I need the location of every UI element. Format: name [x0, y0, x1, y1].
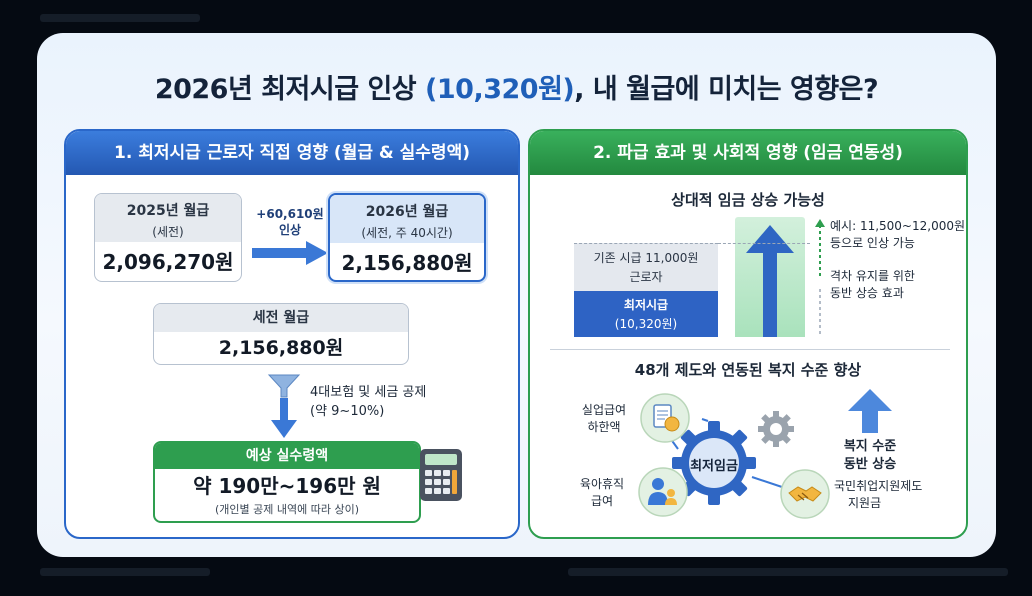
minimum-wage-bar: 최저시급 (10,320원) — [574, 291, 718, 337]
net-pay-note: (개인별 공제 내역에 따라 상이) — [214, 503, 359, 516]
gear-center-label: 최저임금 — [690, 459, 738, 474]
title-prefix: 2026년 최저시급 인상 — [154, 74, 426, 105]
existing-wage-line1: 기존 시급 11,000원 — [593, 251, 699, 265]
handshake-icon — [780, 469, 830, 519]
existing-wage-bar: 기존 시급 11,000원 근로자 — [574, 243, 718, 291]
wage-section-title: 상대적 임금 상승 가능성 — [671, 191, 825, 209]
down-arrow-icon — [271, 398, 297, 438]
increase-arrow-icon — [252, 241, 328, 265]
page-title: 2026년 최저시급 인상 (10,320원), 내 월급에 미치는 영향은? — [37, 67, 996, 106]
salary-2025-label: 2025년 월급 — [126, 203, 210, 219]
salary-2025-sub: (세전) — [152, 225, 184, 239]
infographic-card: 2026년 최저시급 인상 (10,320원), 내 월급에 미치는 영향은? … — [37, 33, 996, 557]
deduction-line2: (약 9~10%) — [310, 404, 385, 419]
up-arrow-icon — [746, 225, 794, 337]
welfare-rise-line1: 복지 수준 — [843, 439, 897, 454]
gross-salary-label: 세전 월급 — [154, 304, 408, 332]
gross-salary-box: 세전 월급 2,156,880원 — [153, 303, 409, 365]
range-arrow-icon — [815, 219, 825, 337]
gross-salary-value: 2,156,880원 — [218, 337, 344, 359]
salary-2025-box: 2025년 월급 (세전) 2,096,270원 — [94, 193, 242, 282]
welfare-up-arrow-icon — [848, 389, 892, 433]
parental-line1: 육아휴직 — [579, 477, 625, 491]
background-text — [40, 14, 200, 22]
section-divider — [550, 349, 950, 350]
welfare-rise-line2: 동반 상승 — [843, 457, 897, 472]
employment-line1: 국민취업지원제도 — [834, 479, 923, 493]
dashed-guide — [718, 243, 810, 244]
salary-2026-sub: (세전, 주 40시간) — [361, 226, 453, 240]
gap-line1: 격차 유지를 위한 — [830, 269, 915, 283]
deduction-line1: 4대보험 및 세금 공제 — [310, 385, 427, 400]
increase-amount: +60,610원 — [256, 207, 324, 221]
increase-label: 인상 — [278, 223, 302, 237]
direct-impact-panel: 1. 최저시급 근로자 직접 영향 (월급 & 실수령액) 2025년 월급 (… — [64, 129, 520, 539]
ripple-effect-panel: 2. 파급 효과 및 사회적 영향 (임금 연동성) 상대적 임금 상승 가능성… — [528, 129, 968, 539]
ripple-effect-header: 2. 파급 효과 및 사회적 영향 (임금 연동성) — [530, 131, 966, 175]
example-line1: 예시: 11,500~12,000원 — [830, 219, 966, 233]
employment-line2: 지원금 — [848, 496, 882, 510]
unemployment-line1: 실업급여 — [581, 403, 627, 417]
minimum-wage-line1: 최저시급 — [623, 298, 669, 312]
example-line2: 등으로 인상 가능 — [830, 236, 915, 250]
salary-2026-label: 2026년 월급 — [365, 204, 449, 220]
small-gear-icon — [758, 411, 794, 447]
minimum-wage-line2: (10,320원) — [614, 317, 678, 331]
welfare-section-title: 48개 제도와 연동된 복지 수준 향상 — [634, 361, 862, 379]
salary-2026-box: 2026년 월급 (세전, 주 40시간) 2,156,880원 — [328, 193, 486, 282]
existing-wage-line2: 근로자 — [629, 270, 663, 284]
parent-child-icon — [638, 467, 688, 517]
funnel-icon — [267, 374, 301, 398]
title-suffix: , 내 월급에 미치는 영향은? — [574, 74, 879, 105]
calculator-icon — [420, 449, 462, 501]
gap-line2: 동반 상승 효과 — [830, 286, 904, 300]
salary-2025-value: 2,096,270원 — [102, 250, 234, 274]
background-text — [40, 568, 210, 576]
unemployment-line2: 하한액 — [587, 420, 621, 434]
direct-impact-header: 1. 최저시급 근로자 직접 영향 (월급 & 실수령액) — [66, 131, 518, 175]
document-coin-icon — [640, 393, 690, 443]
net-pay-box: 예상 실수령액 약 190만~196만 원 (개인별 공제 내역에 따라 상이) — [153, 441, 421, 523]
net-pay-label: 예상 실수령액 — [155, 443, 419, 469]
background-text — [568, 568, 1008, 576]
parental-line2: 급여 — [590, 494, 614, 508]
salary-2026-value: 2,156,880원 — [341, 251, 473, 275]
title-accent: (10,320원) — [425, 74, 575, 105]
net-pay-value: 약 190만~196만 원 — [193, 474, 381, 498]
